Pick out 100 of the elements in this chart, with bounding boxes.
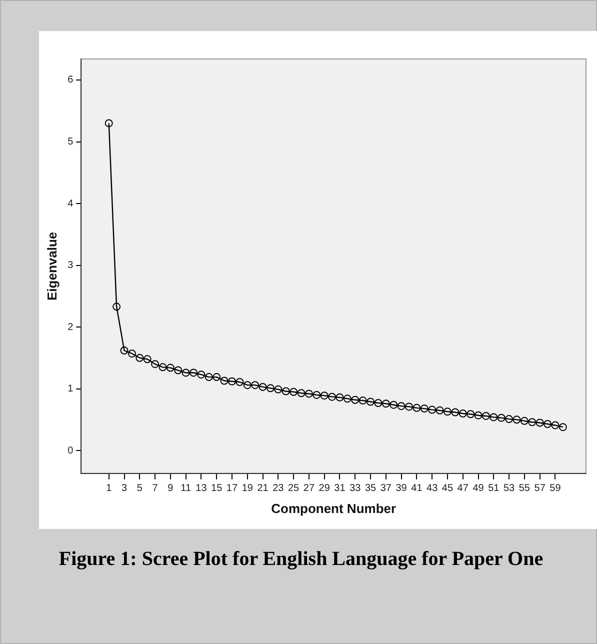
point	[128, 350, 136, 358]
point	[512, 416, 521, 424]
x-tick-label: 21	[257, 483, 269, 494]
point	[497, 414, 506, 422]
point	[451, 408, 460, 416]
x-tick-label: 43	[426, 483, 438, 494]
point	[466, 410, 475, 418]
point	[282, 387, 290, 396]
point	[136, 354, 144, 362]
x-tick-label: 33	[350, 483, 362, 494]
point	[458, 409, 467, 418]
x-tick-label: 23	[272, 483, 284, 494]
point	[358, 396, 367, 405]
point	[528, 418, 536, 426]
point	[304, 390, 313, 398]
x-tick-label: 37	[380, 483, 392, 494]
x-tick-label: 35	[364, 483, 377, 494]
point	[366, 398, 375, 406]
x-tick-label: 17	[226, 483, 238, 494]
point	[397, 402, 406, 410]
point	[420, 404, 428, 413]
y-tick-label: 3	[68, 260, 74, 272]
y-axis-title: Eigenvalue	[44, 232, 60, 301]
x-axis-title: Component Number	[271, 500, 396, 516]
y-tick-label: 1	[68, 384, 74, 395]
y-tick-label: 0	[68, 445, 74, 456]
point	[328, 392, 336, 401]
x-tick-label: 45	[442, 483, 454, 494]
point	[204, 373, 213, 382]
point	[212, 373, 221, 382]
point	[174, 366, 182, 374]
point	[258, 382, 267, 391]
point	[312, 390, 321, 399]
point	[443, 408, 452, 416]
point	[505, 415, 514, 424]
x-tick-label: 59	[550, 483, 562, 494]
caption: Figure 1: Scree Plot for English Language for Paper One	[58, 547, 544, 571]
x-tick-label: 51	[488, 483, 500, 494]
point	[197, 370, 206, 379]
x-tick-label: 53	[503, 483, 516, 494]
point	[558, 423, 567, 432]
point	[251, 381, 260, 390]
point	[343, 394, 352, 403]
point	[112, 302, 121, 311]
y-tick-label: 5	[68, 136, 74, 148]
y-tick-label: 2	[68, 322, 74, 333]
x-tick-label: 55	[518, 483, 530, 494]
x-tick-label: 27	[303, 483, 315, 494]
point	[490, 413, 498, 422]
y-tick-label: 6	[68, 74, 74, 86]
point	[520, 416, 528, 425]
point	[120, 346, 128, 354]
x-tick-label: 15	[211, 483, 223, 494]
point	[536, 418, 544, 427]
point	[228, 377, 236, 386]
point	[104, 119, 113, 128]
x-tick-label: 41	[411, 483, 423, 494]
x-tick-label: 29	[318, 483, 330, 494]
x-tick-label: 25	[288, 483, 300, 494]
x-tick-label: 7	[152, 483, 158, 494]
point	[374, 398, 382, 407]
x-tick-label: 11	[180, 483, 192, 494]
point	[551, 421, 560, 430]
x-tick-label: 57	[534, 483, 546, 494]
point	[544, 420, 552, 428]
point	[351, 396, 360, 404]
point	[290, 388, 298, 396]
point	[390, 400, 398, 409]
point	[158, 363, 167, 372]
x-tick-label: 39	[396, 483, 408, 494]
point	[428, 406, 436, 414]
point	[297, 389, 306, 398]
point	[236, 378, 244, 386]
x-tick-label: 49	[472, 483, 484, 494]
point	[243, 381, 252, 390]
point	[320, 392, 328, 400]
point	[220, 376, 228, 385]
point	[190, 368, 198, 377]
y-tick-label: 4	[68, 198, 74, 210]
x-tick-label: 9	[168, 483, 174, 494]
point	[274, 385, 282, 394]
x-tick-label: 13	[196, 483, 208, 494]
point	[412, 404, 421, 412]
point	[482, 412, 490, 420]
x-tick-label: 47	[457, 483, 469, 494]
point	[474, 411, 482, 420]
point	[166, 364, 174, 372]
x-tick-label: 31	[334, 483, 346, 494]
point	[405, 402, 413, 411]
x-tick-label: 3	[121, 483, 128, 494]
point	[143, 355, 152, 364]
x-tick-label: 19	[242, 483, 254, 494]
point	[336, 393, 344, 402]
point	[182, 368, 190, 377]
point	[382, 400, 390, 408]
point	[266, 384, 274, 392]
x-tick-label: 1	[106, 483, 112, 494]
x-tick-label: 5	[136, 483, 143, 494]
point	[151, 360, 160, 368]
point	[436, 406, 444, 414]
